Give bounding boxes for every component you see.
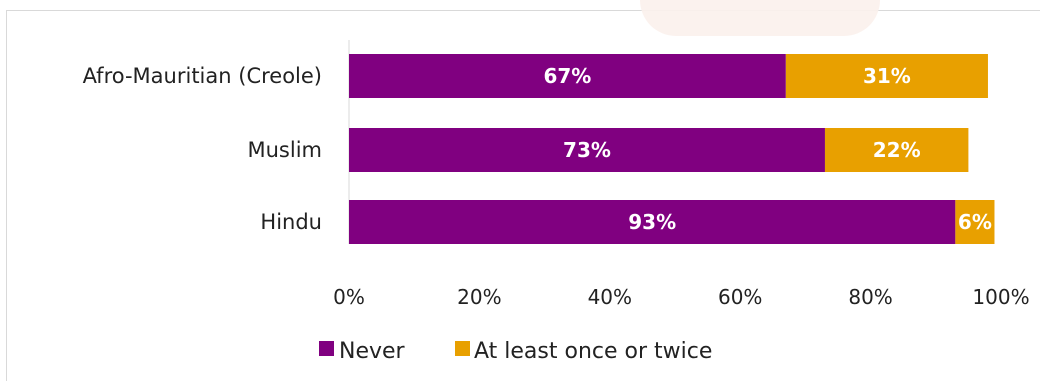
x-tick-label: 20%: [457, 285, 501, 309]
x-tick-label: 40%: [588, 285, 632, 309]
data-label: 93%: [628, 210, 676, 234]
data-label: 73%: [563, 138, 611, 162]
legend-label: Never: [339, 339, 406, 364]
x-tick-label: 0%: [333, 285, 365, 309]
legend-swatch: [319, 341, 334, 356]
x-tick-label: 80%: [848, 285, 892, 309]
data-label: 22%: [873, 138, 921, 162]
bar-segment: [349, 128, 825, 172]
chart-frame: [6, 10, 1040, 381]
bar-segment: [349, 200, 956, 244]
category-label: Muslim: [248, 138, 323, 162]
data-label: 6%: [958, 210, 992, 234]
bar-segment: [824, 128, 969, 172]
x-tick-label: 100%: [972, 285, 1029, 309]
category-label: Hindu: [260, 210, 322, 234]
legend-label: At least once or twice: [474, 339, 712, 364]
bar-segment: [955, 200, 995, 244]
legend-swatch: [455, 341, 470, 356]
category-label: Afro-Mauritian (Creole): [83, 64, 322, 88]
bar-segment: [349, 54, 786, 98]
data-label: 31%: [863, 64, 911, 88]
background-watermark: [640, 0, 880, 36]
x-tick-label: 60%: [718, 285, 762, 309]
bar-segment: [785, 54, 988, 98]
data-label: 67%: [543, 64, 591, 88]
